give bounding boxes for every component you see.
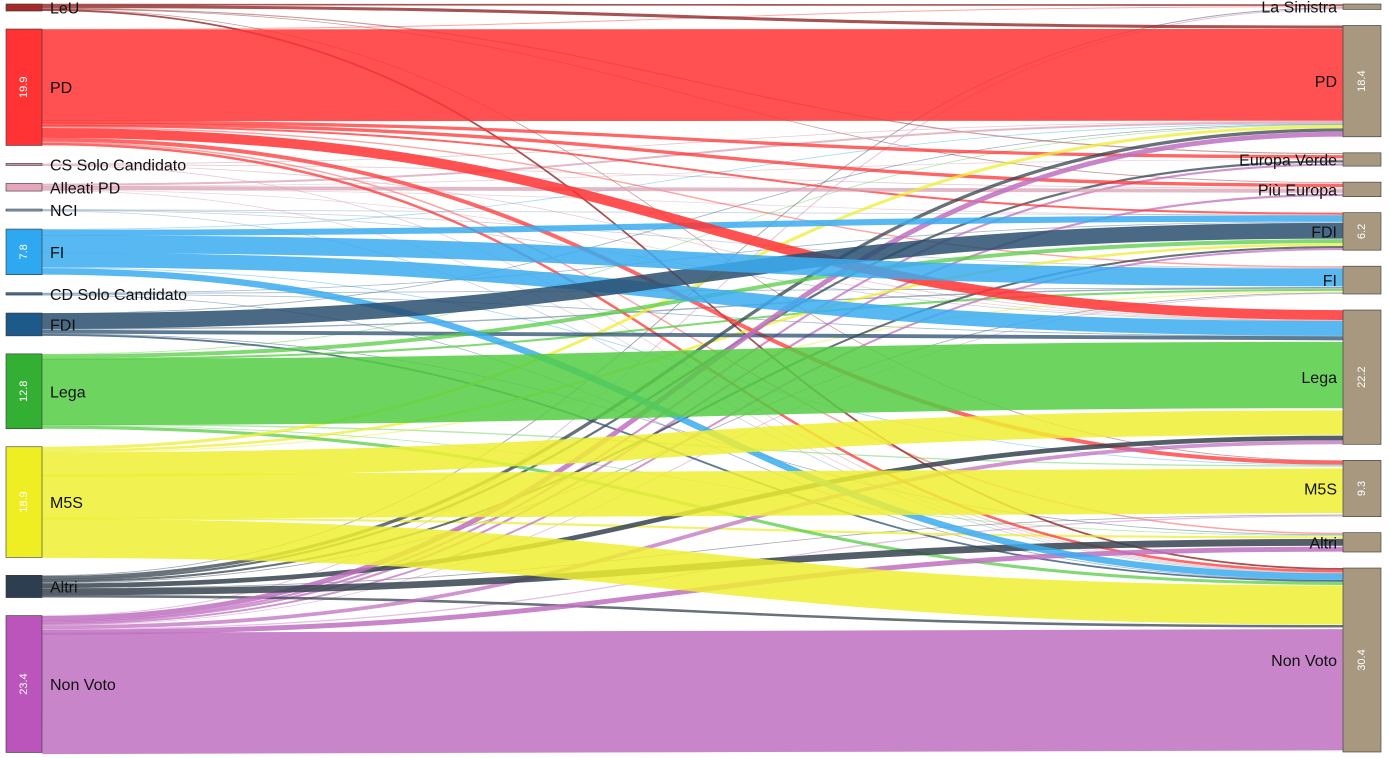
link-leu-to-pd (41, 5, 1344, 29)
source-node-lega[interactable] (5, 353, 43, 430)
link-fi-to-pd (41, 123, 1344, 230)
link-pd-to-fi (41, 126, 1344, 268)
link-nonvoto-to-lega (41, 440, 1344, 630)
target-node-pd[interactable] (1342, 25, 1382, 138)
link-pd-to-ev (41, 120, 1344, 159)
target-label-sin: La Sinistra (1261, 0, 1337, 17)
link-pd-to-pe (41, 122, 1344, 188)
target-label-nonvoto: Non Voto (1271, 653, 1337, 670)
source-label-fdi: FDI (50, 317, 76, 334)
target-label-m5s: M5S (1304, 482, 1337, 499)
link-pd-to-pd (41, 28, 1344, 122)
link-m5s-to-fdi (41, 243, 1344, 453)
target-label-pe: Più Europa (1258, 182, 1337, 199)
source-label-altri: Altri (50, 579, 78, 596)
link-m5s-to-nonvoto (41, 518, 1344, 625)
target-value-nonvoto: 30.4 (1356, 649, 1368, 670)
target-value-m5s: 9.3 (1356, 481, 1368, 496)
link-leu-to-sin (41, 3, 1344, 6)
link-cs-to-lega (41, 164, 1344, 321)
target-node-ev[interactable] (1342, 152, 1382, 167)
link-lega-to-fi (41, 288, 1344, 361)
target-node-fdi[interactable] (1342, 212, 1382, 251)
target-label-fdi: FDI (1311, 224, 1337, 241)
target-node-fi[interactable] (1342, 265, 1382, 295)
target-node-nonvoto[interactable] (1342, 567, 1382, 753)
link-alleati-to-pe (41, 185, 1344, 193)
link-nonvoto-to-fi (41, 293, 1344, 626)
source-node-fi[interactable] (5, 228, 43, 275)
link-fdi-to-pd (41, 123, 1344, 314)
source-label-alleati: Alleati PD (50, 180, 120, 197)
target-label-lega: Lega (1301, 370, 1337, 387)
target-label-ev: Europa Verde (1239, 152, 1337, 169)
target-value-lega: 22.2 (1356, 366, 1368, 387)
target-node-altri[interactable] (1342, 532, 1382, 553)
source-label-m5s: M5S (50, 495, 83, 512)
source-nodes: LeU PD 19.9 CS Solo Candidato Alleati PD NCI F… (5, 1, 187, 753)
target-node-pe[interactable] (1342, 181, 1382, 197)
link-altri-to-m5s (41, 514, 1344, 589)
link-cs-to-pd (41, 120, 1344, 165)
link-nonvoto-to-nonvoto (41, 629, 1344, 755)
source-value-m5s: 18.9 (18, 491, 30, 512)
link-nci-to-fi (41, 209, 1344, 269)
source-node-fdi[interactable] (5, 312, 43, 337)
source-value-nonvoto: 23.4 (18, 673, 30, 694)
link-m5s-to-lega (41, 410, 1344, 477)
link-alleati-to-fdi (41, 189, 1344, 216)
link-fdi-to-fdi (41, 222, 1344, 329)
target-label-pd: PD (1315, 74, 1337, 91)
source-value-pd: 19.9 (18, 77, 30, 98)
source-label-lega: Lega (50, 384, 86, 401)
link-lega-to-lega (41, 341, 1344, 426)
target-node-sin[interactable] (1342, 3, 1382, 10)
source-node-m5s[interactable] (5, 446, 43, 558)
target-node-lega[interactable] (1342, 309, 1382, 445)
source-label-cd: CD Solo Candidato (50, 287, 187, 304)
link-pd-to-lega (41, 127, 1344, 320)
source-node-pd[interactable] (5, 28, 43, 146)
source-label-fi: FI (50, 245, 64, 262)
target-label-fi: FI (1323, 273, 1337, 290)
source-label-nci: NCI (50, 203, 78, 220)
source-node-altri[interactable] (5, 575, 43, 598)
source-node-leu[interactable] (5, 3, 43, 12)
link-lega-to-pd (41, 124, 1344, 355)
source-value-fi: 7.8 (18, 244, 30, 259)
target-value-fdi: 6.2 (1356, 224, 1368, 239)
link-fi-to-nonvoto (41, 268, 1344, 580)
source-value-lega: 12.8 (18, 381, 30, 402)
source-label-nonvoto: Non Voto (50, 677, 116, 694)
link-pd-to-fdi (41, 124, 1344, 215)
target-nodes: La Sinistra PD 18.4 Europa Verde Più Europa F… (1239, 0, 1382, 753)
target-value-pd: 18.4 (1356, 70, 1368, 91)
link-fdi-to-lega (41, 329, 1344, 341)
link-fdi-to-fi (41, 287, 1344, 330)
link-altri-to-nonvoto (41, 594, 1344, 628)
flow-links (41, 3, 1344, 755)
link-fi-to-fi (41, 235, 1344, 287)
link-m5s-to-altri (41, 517, 1344, 539)
link-fi-to-lega (41, 252, 1344, 336)
source-node-cs[interactable] (5, 163, 43, 166)
source-node-nonvoto[interactable] (5, 615, 43, 753)
source-node-cd[interactable] (5, 292, 43, 296)
target-label-altri: Altri (1309, 535, 1337, 552)
source-node-nci[interactable] (5, 208, 43, 212)
link-m5s-to-m5s (41, 468, 1344, 520)
source-node-alleati[interactable] (5, 183, 43, 192)
link-cd-to-lega (41, 293, 1344, 337)
source-label-leu: LeU (50, 1, 79, 18)
source-label-pd: PD (50, 80, 72, 97)
source-label-cs: CS Solo Candidato (50, 157, 186, 174)
target-node-m5s[interactable] (1342, 460, 1382, 517)
